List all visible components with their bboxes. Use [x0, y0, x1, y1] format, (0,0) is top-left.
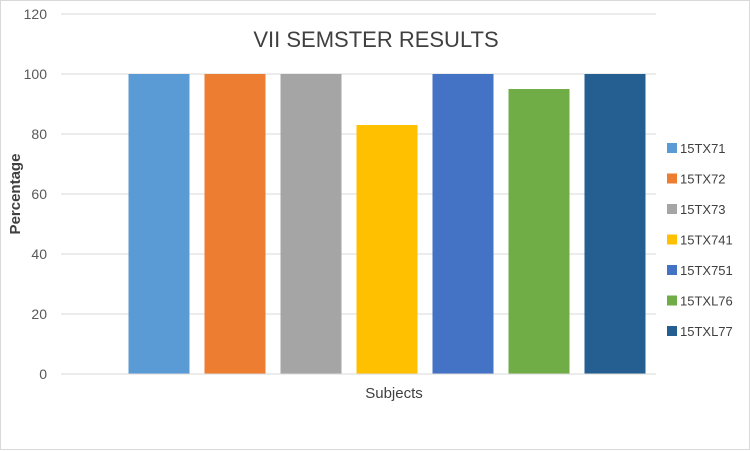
legend-label: 15TX73 [680, 202, 726, 217]
bar-15txl77 [584, 74, 646, 374]
chart-title: VII SEMSTER RESULTS [253, 27, 498, 52]
legend-swatch [667, 173, 677, 184]
bar-15tx751 [432, 74, 494, 374]
y-tick-label: 80 [31, 126, 47, 142]
bar-15tx71 [128, 74, 190, 374]
legend-label: 15TXL76 [680, 294, 733, 309]
bar-15tx72 [204, 74, 266, 374]
legend-swatch [667, 234, 677, 245]
legend-swatch [667, 326, 677, 336]
y-axis-ticks: 0 20 40 60 80 100 120 [24, 6, 48, 382]
x-axis-title: Subjects [365, 385, 423, 402]
legend-label: 15TXL77 [680, 324, 733, 339]
y-tick-label: 120 [24, 6, 48, 22]
legend-swatch [667, 295, 677, 306]
legend-label: 15TX751 [680, 263, 733, 278]
y-tick-label: 0 [39, 366, 47, 382]
legend-label: 15TX71 [680, 141, 726, 156]
bar-15tx741 [356, 125, 418, 374]
legend: 15TX71 15TX72 15TX73 15TX741 15TX751 15TXL76 1… [667, 141, 733, 339]
y-axis-title: Percentage [7, 154, 24, 235]
y-tick-label: 40 [31, 246, 47, 262]
bar-15txl76 [508, 89, 570, 374]
y-tick-label: 20 [31, 306, 47, 322]
y-tick-label: 60 [31, 186, 47, 202]
y-tick-label: 100 [24, 66, 48, 82]
bars [128, 74, 646, 374]
legend-label: 15TX741 [680, 233, 733, 248]
legend-swatch [667, 265, 677, 275]
legend-swatch [667, 143, 677, 153]
legend-swatch [667, 204, 677, 214]
bar-15tx73 [280, 74, 342, 374]
legend-label: 15TX72 [680, 172, 726, 187]
